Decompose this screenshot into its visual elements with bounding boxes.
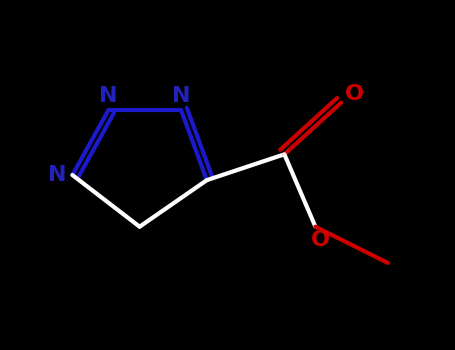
Text: N: N — [48, 165, 66, 185]
Text: O: O — [311, 230, 330, 250]
Text: N: N — [172, 86, 190, 106]
Text: O: O — [345, 84, 364, 104]
Text: N: N — [99, 86, 118, 106]
